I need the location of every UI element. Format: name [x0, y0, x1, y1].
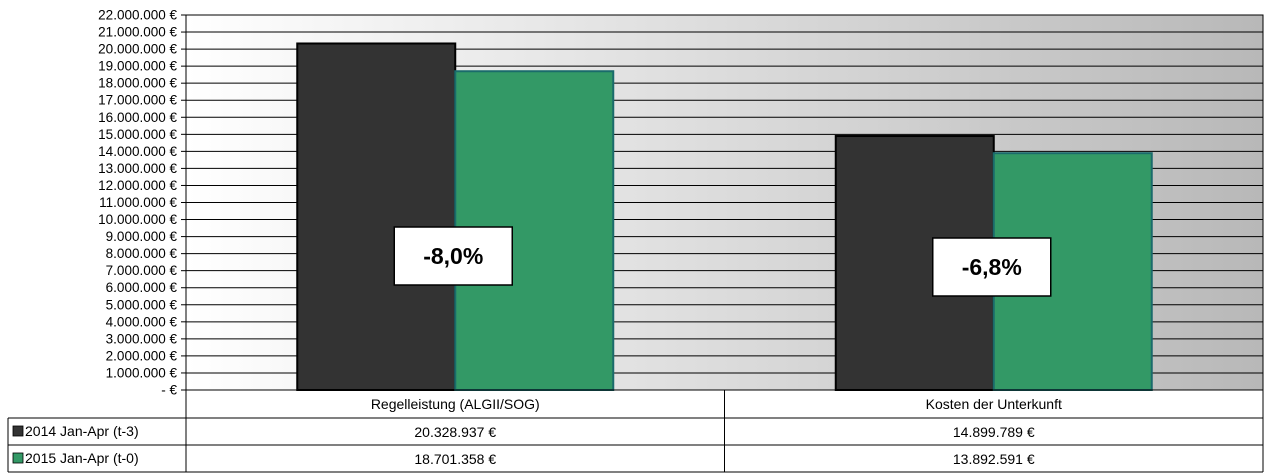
y-tick-label: 3.000.000 € — [106, 331, 178, 346]
y-tick-label: 5.000.000 € — [106, 297, 178, 312]
y-tick-label: 6.000.000 € — [106, 280, 178, 295]
bar-2014-0 — [296, 42, 457, 391]
legend-swatch — [12, 425, 24, 437]
legend-swatch — [12, 452, 24, 464]
annotation-box — [932, 237, 1052, 297]
y-tick-label: 16.000.000 € — [98, 110, 177, 125]
y-tick-label: 20.000.000 € — [98, 42, 177, 57]
y-tick-label: 10.000.000 € — [98, 212, 177, 227]
y-tick-label: 13.000.000 € — [98, 161, 177, 176]
y-tick-label: 19.000.000 € — [98, 59, 177, 74]
data-label: 13.892.591 € — [953, 451, 1035, 467]
legend-label: 2015 Jan-Apr (t-0) — [25, 450, 139, 466]
data-table: Regelleistung (ALGII/SOG) Kosten der Unte… — [7, 389, 1264, 473]
annotations: -8,0% -6,8% — [393, 226, 1052, 297]
y-tick-label: 8.000.000 € — [106, 246, 178, 261]
y-tick-label: 7.000.000 € — [106, 263, 178, 278]
y-tick-label: 2.000.000 € — [106, 348, 178, 363]
annotation-box — [393, 226, 513, 286]
y-tick-label: 18.000.000 € — [98, 76, 177, 91]
y-tick-label: 4.000.000 € — [106, 314, 178, 329]
y-tick-label: 1.000.000 € — [106, 365, 178, 380]
y-axis-tick-labels: - € 1.000.000 € 2.000.000 € 3.000.000 € 4.00… — [98, 8, 177, 398]
x-tick-label: Regelleistung (ALGII/SOG) — [371, 396, 540, 412]
legend-label: 2014 Jan-Apr (t-3) — [25, 423, 139, 439]
data-label: 14.899.789 € — [953, 424, 1035, 440]
y-tick-label: 22.000.000 € — [98, 8, 177, 23]
y-tick-label: - € — [161, 383, 177, 398]
data-label: 18.701.358 € — [414, 451, 496, 467]
y-tick-label: 17.000.000 € — [98, 93, 177, 108]
annotation-label: -8,0% — [423, 243, 483, 269]
y-tick-label: 12.000.000 € — [98, 178, 177, 193]
y-tick-label: 11.000.000 € — [99, 195, 177, 210]
annotation-label: -6,8% — [962, 254, 1022, 280]
data-label: 20.328.937 € — [414, 424, 496, 440]
y-tick-label: 9.000.000 € — [106, 229, 178, 244]
x-tick-label: Kosten der Unterkunft — [926, 396, 1062, 412]
bars — [296, 42, 1153, 392]
y-tick-label: 21.000.000 € — [98, 25, 177, 40]
y-tick-label: 15.000.000 € — [98, 127, 177, 142]
y-tick-label: 14.000.000 € — [98, 144, 177, 159]
